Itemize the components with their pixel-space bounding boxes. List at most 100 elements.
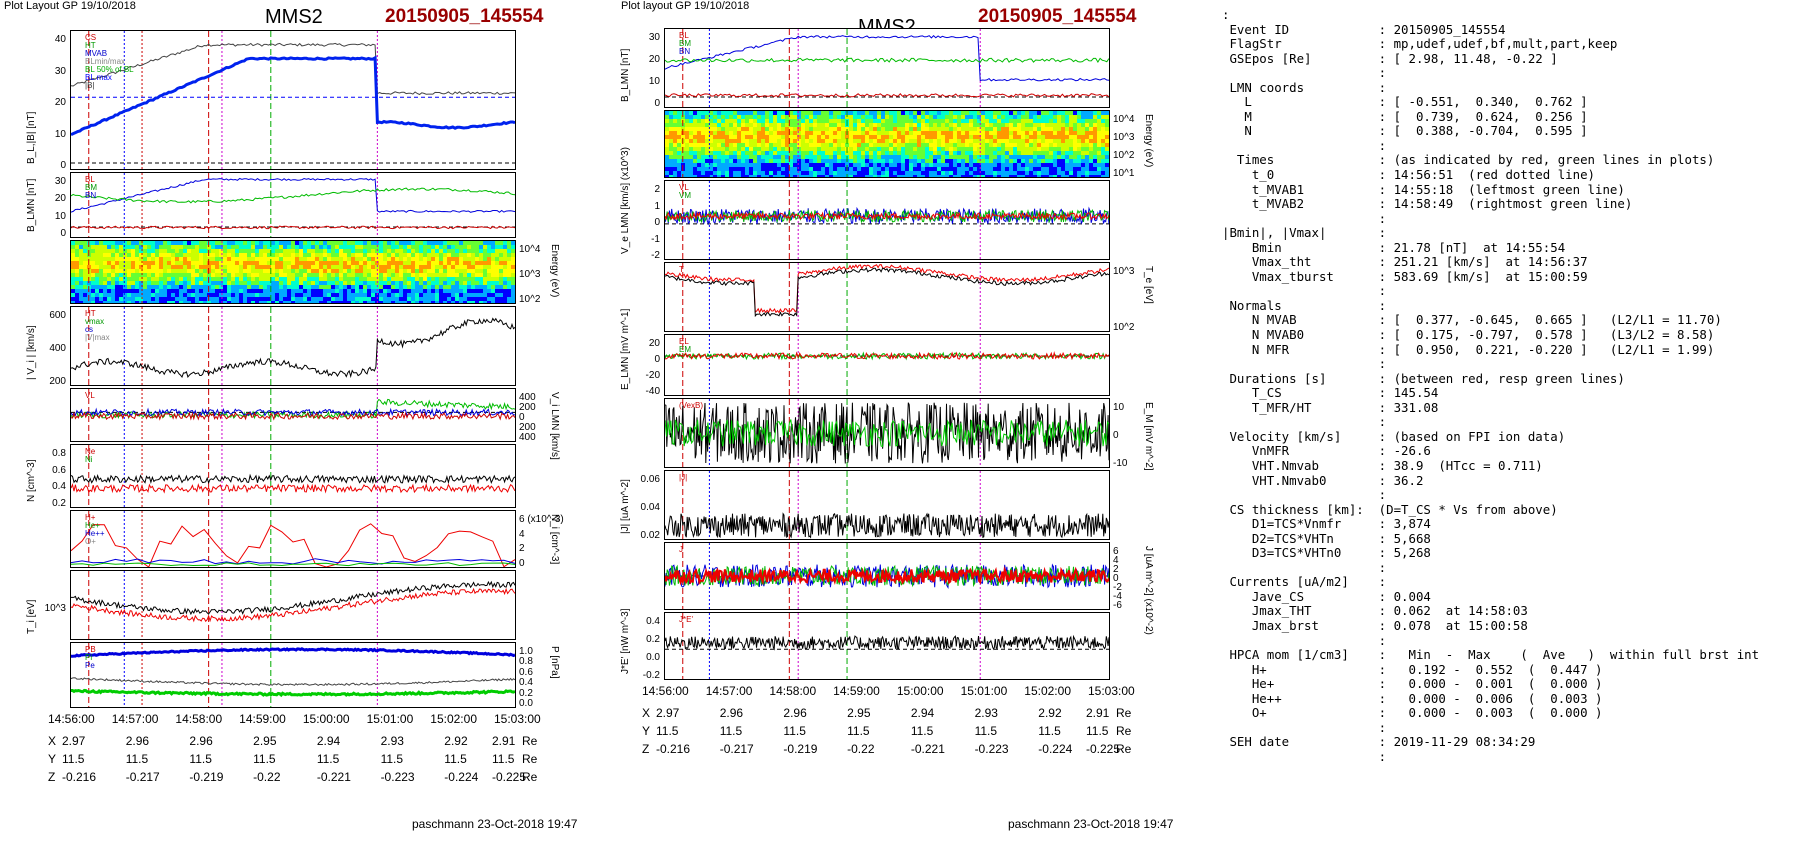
left-panel-6: Ne Ni (70, 444, 516, 508)
right-coord-y-value: 11.5 (656, 724, 679, 738)
right-em2-line (664, 419, 1110, 448)
right-el-line (664, 351, 1110, 361)
left-coord-unit: Re (522, 734, 538, 748)
right-time-tick: 15:01:00 (960, 684, 1008, 698)
right-time-tick: 14:56:00 (642, 684, 689, 698)
left-vi-magnitude-line (70, 317, 516, 379)
info-line: : (1222, 559, 1387, 575)
left-panel-2-tick-1: 30 (54, 176, 66, 187)
info-line: L : [ -0.551, 0.340, 0.762 ] (1222, 94, 1588, 110)
left-coord-x-value: 2.97 (62, 734, 86, 748)
left-panel-3-tick-3: 10^2 (519, 294, 541, 305)
left-panel-5-tick-1: 400 (519, 392, 536, 403)
right-time-tick: 15:03:00 (1088, 684, 1135, 698)
left-plot-event: 20150905_145554 (385, 6, 544, 27)
left-panel-1-tick-1: 40 (54, 34, 66, 45)
left-plot-footer: paschmann 23-Oct-2018 19:47 (412, 817, 578, 831)
left-coord-z-value: -0.217 (125, 770, 160, 784)
left-panel-5-ylabel: V_i LMN [km/s] (549, 392, 560, 460)
left-panel-2-legend-3: BN (85, 191, 97, 200)
right-panel-3-tick-1: 2 (654, 184, 660, 195)
right-panel-4-legend-1: T (679, 265, 684, 274)
left-panel-2-legend-1: BL (85, 175, 95, 184)
right-panel-8-legend-1: J (679, 545, 683, 554)
info-line: N MVAB : [ 0.377, -0.645, 0.665 ] (L2/L1… (1222, 312, 1722, 328)
left-coord-y-value: 11.5 (253, 752, 276, 766)
left-bn-lmn-line (70, 225, 516, 230)
right-panel-5-ylabel: E_LMN [mV m^-1] (620, 308, 631, 390)
right-panel-9-tick-4: -0.2 (642, 670, 660, 681)
right-coord-z-value: -0.221 (910, 742, 945, 756)
info-line: Times : (as indicated by red, green line… (1222, 152, 1715, 168)
right-time-tick: 15:02:00 (1024, 684, 1071, 698)
right-panel-3-legend-1: VL (679, 183, 689, 192)
left-panel-6-tick-2: 0.6 (52, 464, 66, 476)
left-coord-z-value: -0.225 (492, 770, 527, 784)
info-line: Jave_CS : 0.004 (1222, 588, 1431, 604)
left-time-tick: 15:03:00 (494, 712, 541, 726)
right-panel-1-tick-1: 30 (648, 32, 660, 43)
left-panel-1-legend-5: BL 50% of BL (85, 65, 134, 74)
info-line: D2=TCS*VHTn : 5,668 (1222, 530, 1431, 546)
right-coord-z-value: -0.22 (847, 742, 875, 756)
left-coord-z-value: -0.22 (253, 770, 281, 784)
info-line: : (1222, 210, 1387, 226)
left-coord-z-value: -0.223 (380, 770, 415, 784)
info-line: Jmax_THT : 0.062 at 14:58:03 (1222, 603, 1528, 619)
left-panel-9-legend-1: PB (85, 645, 96, 654)
info-line: O+ : 0.000 - 0.003 ( 0.000 ) (1222, 705, 1603, 721)
left-panel-5-tick-2: 200 (519, 402, 536, 413)
info-line: VHT.Nmvab0 : 36.2 (1222, 472, 1424, 488)
right-coord-y-value: 11.5 (783, 724, 806, 738)
left-ion-spectrogram (71, 241, 515, 305)
left-panel-9-tick-6: 0.0 (519, 698, 533, 709)
left-panel-3-ylabel: Energy (eV) (549, 244, 560, 298)
right-coord-z-value: -0.219 (783, 742, 818, 756)
left-panel-1-legend-3: MVAB (85, 49, 108, 58)
left-time-tick: 14:56:00 (48, 712, 95, 726)
info-line: VHT.Nmvab : 38.9 (HTcc = 0.711) (1222, 457, 1543, 473)
right-panel-8-tick-3: 2 (1113, 564, 1119, 575)
left-panel-7: H+ He+ He++ O+ (70, 510, 516, 568)
left-plot-spacecraft: MMS2 (265, 6, 323, 28)
right-panel-3-tick-5: -2 (651, 250, 660, 261)
right-coord-z-value: -0.223 (974, 742, 1009, 756)
info-line: N MFR : [ 0.950, 0.221, -0.220 ] (L2/L1 … (1222, 341, 1715, 357)
left-coord-y-value: 11.5 (62, 752, 85, 766)
right-panel-6-tick-2: 0 (1113, 430, 1119, 441)
left-panel-3 (70, 240, 516, 305)
left-coord-z-value: -0.219 (189, 770, 224, 784)
info-line: SEH date : 2019-11-29 08:34:29 (1222, 734, 1536, 750)
info-line: : (1222, 356, 1387, 372)
right-panel-4-plot (664, 263, 1110, 331)
left-time-tick: 14:59:00 (239, 712, 286, 726)
info-line: FlagStr : mp,udef,udef,bf,mult,part,keep (1222, 36, 1618, 52)
left-panel-5-plot (70, 389, 516, 441)
info-line: N : [ 0.388, -0.704, 0.595 ] (1222, 123, 1588, 139)
left-coord-x-value: 2.94 (316, 734, 341, 748)
info-line: : (1222, 719, 1387, 735)
left-coord-x-value: 2.96 (189, 734, 213, 748)
info-line: H+ : 0.192 - 0.552 ( 0.447 ) (1222, 661, 1603, 677)
right-panel-6-plot (664, 399, 1110, 467)
right-time-tick: 14:57:00 (705, 684, 753, 698)
info-line: Currents [uA/m2] : (1222, 574, 1387, 590)
left-panel-1-legend-6: BL max (85, 73, 112, 82)
left-panel-1-legend-1: CS (85, 33, 97, 42)
right-panel-8-tick-1: 6 (1113, 546, 1119, 557)
right-panel-1: BL BM BN (664, 28, 1110, 108)
left-panel-6-ylabel: N [cm^-3] (26, 459, 37, 502)
left-panel-9-legend-3: Pe (85, 661, 95, 670)
right-panel-8-plot (664, 543, 1110, 609)
left-panel-3-plot (71, 241, 515, 305)
left-panel-1-tick-3: 20 (54, 97, 66, 108)
right-panel-7-tick-3: 0.02 (640, 530, 660, 541)
right-panel-7-tick-2: 0.04 (640, 502, 660, 513)
left-pi-line (70, 677, 516, 686)
right-panel-8-ylabel: J [uA m^-2] (x10^-2) (1143, 546, 1154, 635)
right-panel-9-ylabel: J*E' [nW m^-3] (620, 608, 631, 675)
left-coord-unit: Re (522, 770, 538, 784)
right-panel-2-tick-4: 10^1 (1113, 168, 1135, 179)
info-line: Normals : (1222, 297, 1387, 313)
right-panel-3-plot (664, 181, 1110, 259)
